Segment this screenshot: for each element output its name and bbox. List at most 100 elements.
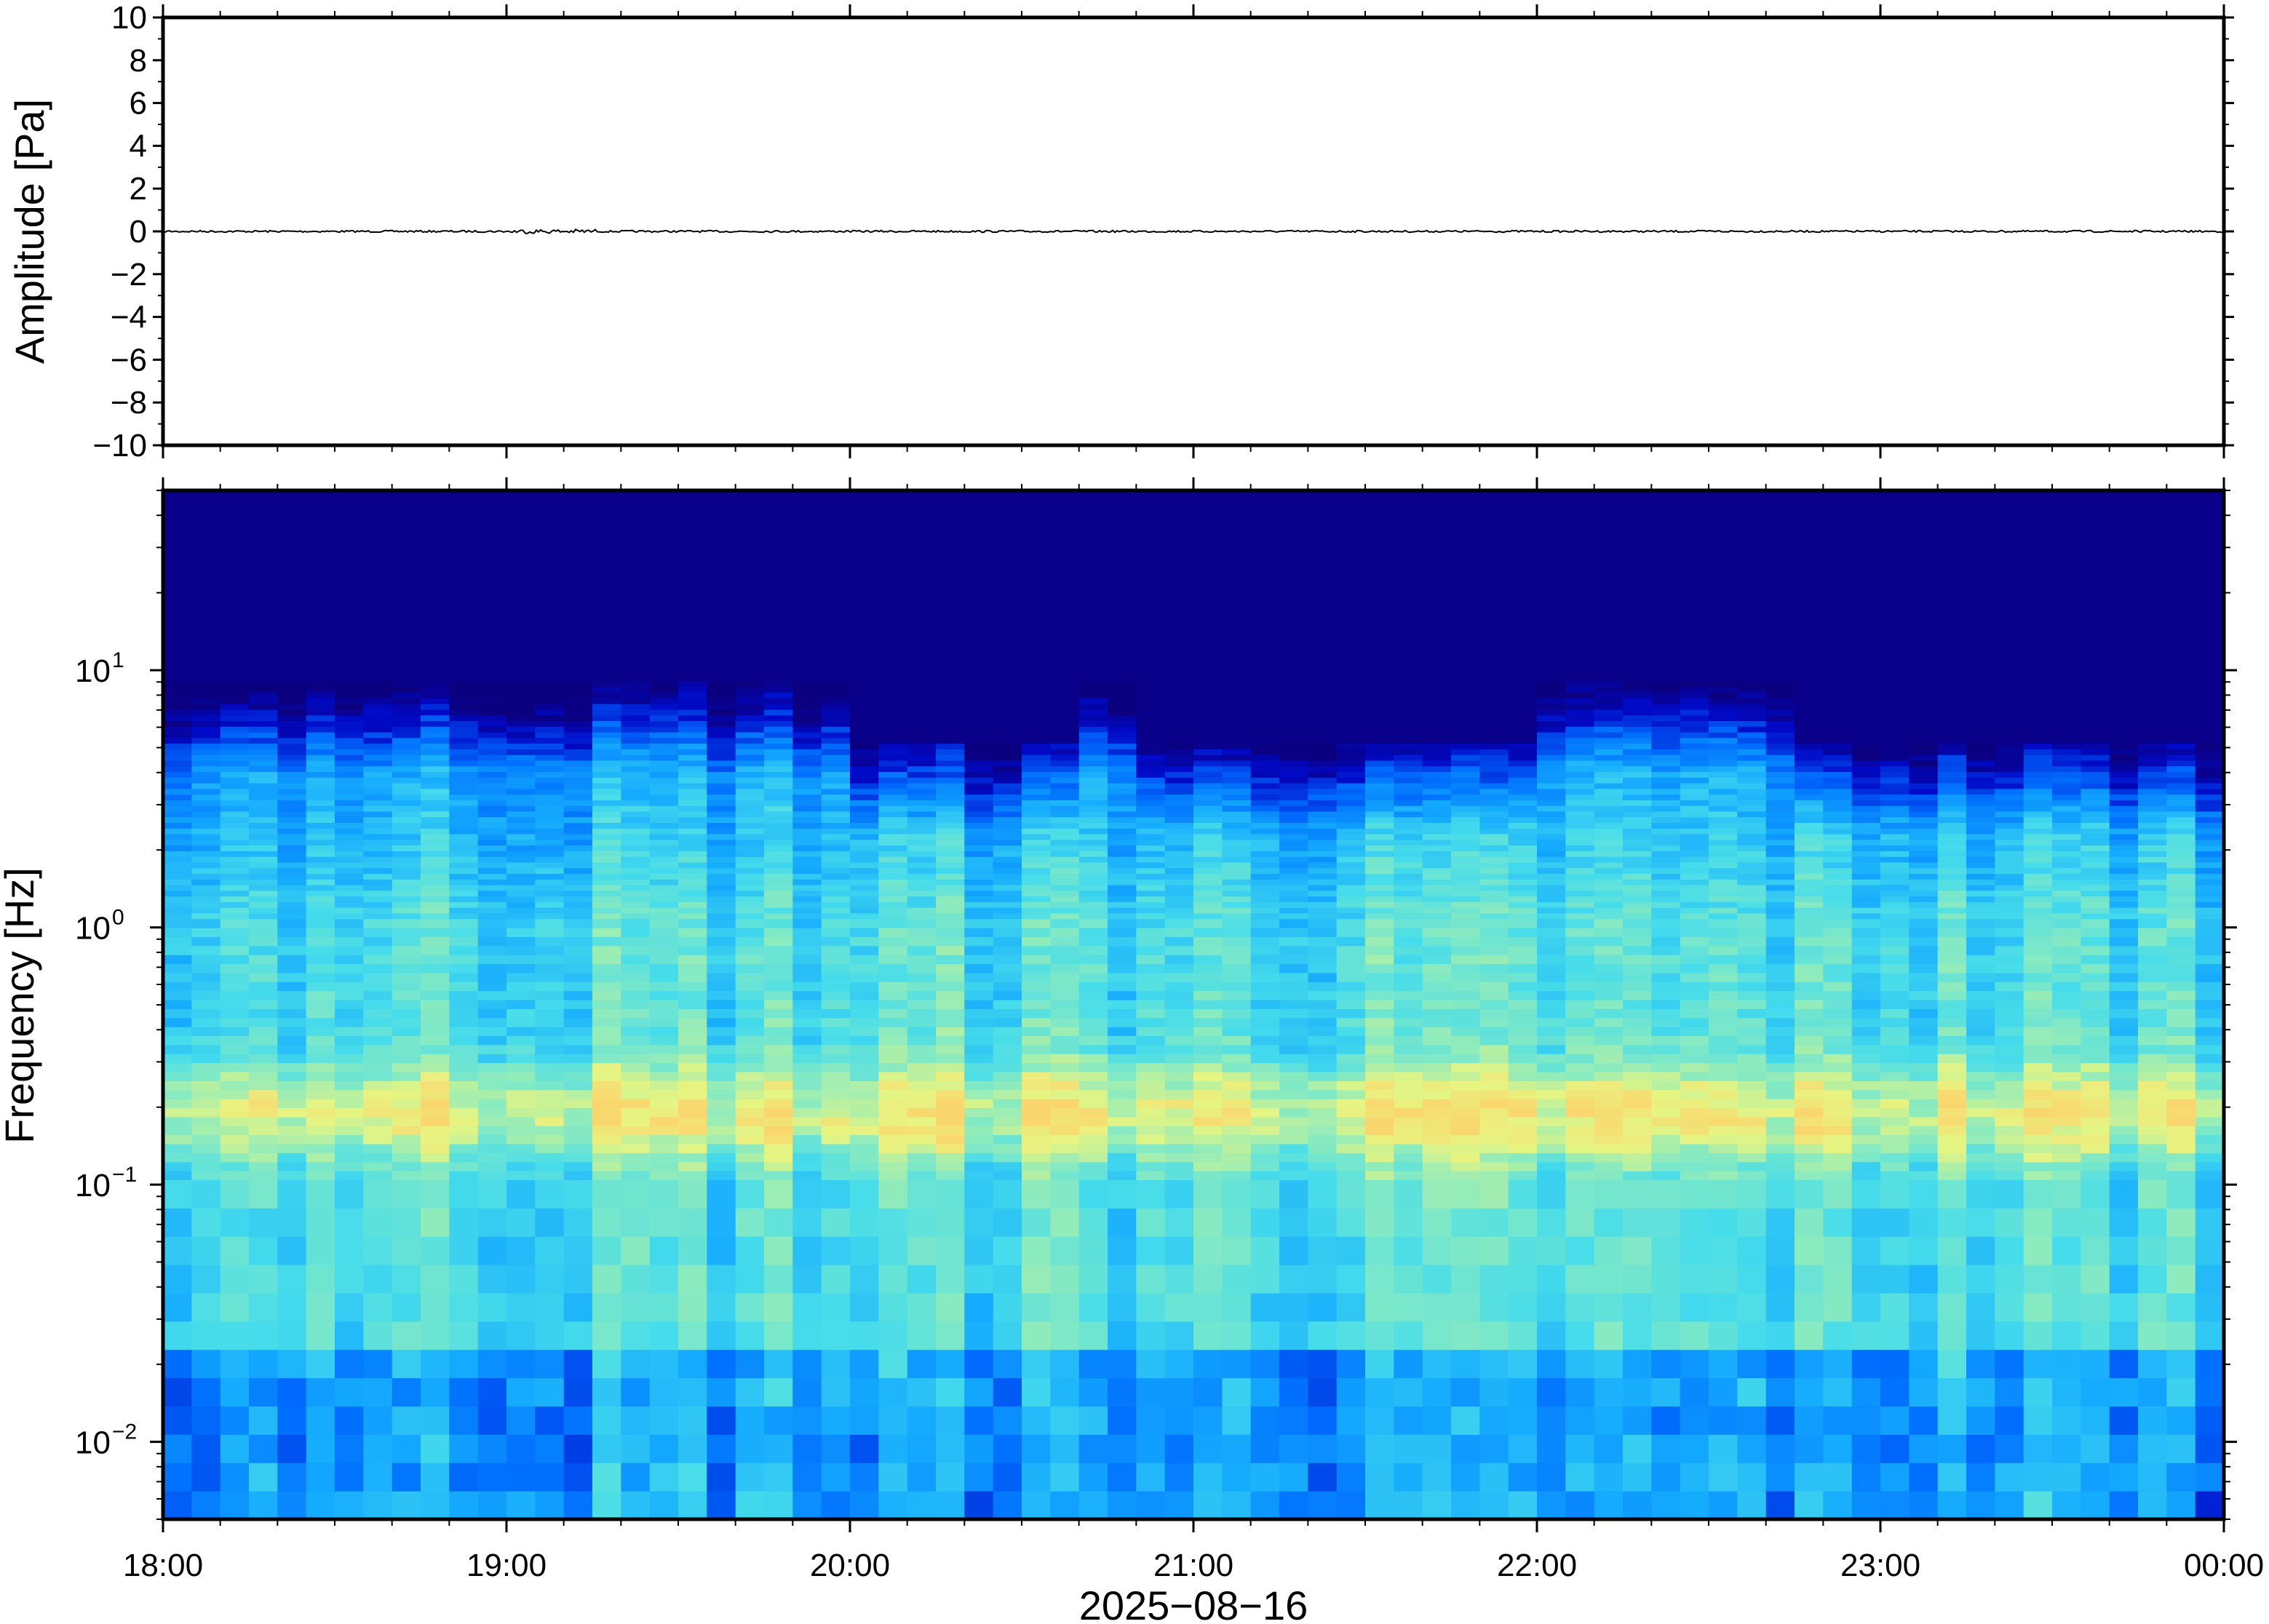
- spec-cell: [1078, 1071, 1108, 1081]
- spec-cell: [936, 517, 965, 523]
- spec-cell: [191, 788, 221, 795]
- spec-cell: [392, 896, 421, 902]
- spec-cell: [850, 788, 879, 795]
- spec-cell: [993, 1126, 1022, 1136]
- spec-cell: [878, 1080, 908, 1091]
- spec-cell: [621, 664, 651, 670]
- spec-cell: [1336, 851, 1366, 857]
- spec-cell: [964, 828, 994, 835]
- spec-cell: [993, 1321, 1022, 1350]
- spec-cell: [449, 505, 479, 512]
- spec-cell: [1279, 709, 1308, 716]
- spec-cell: [449, 912, 479, 920]
- spec-cell: [621, 890, 651, 897]
- spec-cell: [707, 647, 736, 653]
- spec-cell: [1222, 999, 1252, 1009]
- spec-cell: [850, 692, 879, 698]
- spec-cell: [220, 822, 250, 829]
- spec-cell: [1222, 680, 1252, 688]
- spec-cell: [821, 720, 851, 727]
- spec-cell: [592, 861, 621, 869]
- spec-cell: [764, 1153, 793, 1163]
- spec-cell: [850, 533, 879, 541]
- spec-cell: [964, 664, 994, 670]
- spec-cell: [277, 1179, 307, 1209]
- spec-cell: [1108, 856, 1137, 863]
- spec-cell: [964, 1008, 994, 1019]
- spec-cell: [1050, 556, 1080, 563]
- spec-cell: [421, 1171, 450, 1180]
- spec-cell: [163, 1035, 192, 1046]
- spec-cell: [678, 884, 707, 891]
- spec-cell: [621, 568, 651, 574]
- spec-cell: [1108, 1406, 1137, 1435]
- spec-cell: [850, 1062, 879, 1072]
- spec-cell: [1164, 630, 1194, 637]
- spec-cell: [1193, 845, 1223, 851]
- spec-cell: [649, 653, 679, 659]
- spec-cell: [163, 675, 192, 682]
- spec-cell: [1308, 715, 1338, 721]
- spec-cell: [621, 551, 651, 557]
- spec-cell: [477, 879, 507, 885]
- spec-cell: [1193, 743, 1223, 749]
- spec-cell: [1222, 755, 1252, 761]
- spec-cell: [621, 788, 651, 795]
- spec-cell: [993, 1017, 1022, 1027]
- spec-cell: [1250, 1236, 1280, 1265]
- spec-cell: [1279, 698, 1308, 704]
- spec-cell: [1164, 1143, 1194, 1153]
- amp-ytick-label-8: −6: [111, 342, 147, 378]
- spec-cell: [163, 1171, 192, 1180]
- spec-cell: [506, 1116, 536, 1126]
- spec-cell: [335, 1236, 364, 1265]
- spec-cell: [907, 1491, 937, 1520]
- spec-cell: [907, 867, 937, 874]
- spec-cell: [678, 1017, 707, 1027]
- spec-cell: [649, 635, 679, 642]
- spec-cell: [907, 1035, 937, 1046]
- spec-cell: [277, 990, 307, 1000]
- spec-cell: [1022, 539, 1051, 546]
- spec-cell: [1308, 545, 1338, 552]
- spec-cell: [964, 1126, 994, 1136]
- spec-cell: [621, 635, 651, 642]
- spec-cell: [1022, 918, 1051, 928]
- spec-cell: [936, 822, 965, 829]
- spec-cell: [907, 669, 937, 676]
- spec-cell: [1193, 867, 1223, 874]
- spec-cell: [1279, 590, 1308, 597]
- spec-cell: [477, 873, 507, 880]
- spec-cell: [506, 490, 536, 495]
- spec-cell: [249, 851, 278, 857]
- spec-cell: [792, 1134, 822, 1145]
- spec-cell: [506, 839, 536, 846]
- spec-cell: [1308, 867, 1338, 874]
- spec-cell: [907, 884, 937, 891]
- spec-cell: [277, 896, 307, 902]
- spec-cell: [1308, 927, 1338, 937]
- spec-cell: [220, 579, 250, 586]
- spec-cell: [707, 1153, 736, 1163]
- spec-cell: [1308, 963, 1338, 974]
- spec-cell: [1308, 1008, 1338, 1019]
- spec-cell: [1193, 562, 1223, 568]
- spec-cell: [1336, 861, 1366, 869]
- spec-cell: [621, 816, 651, 823]
- spec-cell: [993, 1349, 1022, 1379]
- spec-cell: [506, 669, 536, 676]
- spec-cell: [764, 709, 793, 716]
- spec-cell: [1193, 669, 1223, 676]
- spec-cell: [477, 1134, 507, 1145]
- spec-cell: [936, 568, 965, 574]
- spec-cell: [535, 686, 565, 693]
- spec-cell: [592, 715, 621, 721]
- spec-cell: [506, 704, 536, 710]
- spec-cell: [1250, 794, 1280, 800]
- spec-cell: [821, 1035, 851, 1046]
- spec-cell: [1022, 1017, 1051, 1027]
- spec-cell: [1250, 1265, 1280, 1294]
- spec-cell: [449, 624, 479, 631]
- spec-cell: [592, 828, 621, 835]
- spec-cell: [1250, 539, 1280, 546]
